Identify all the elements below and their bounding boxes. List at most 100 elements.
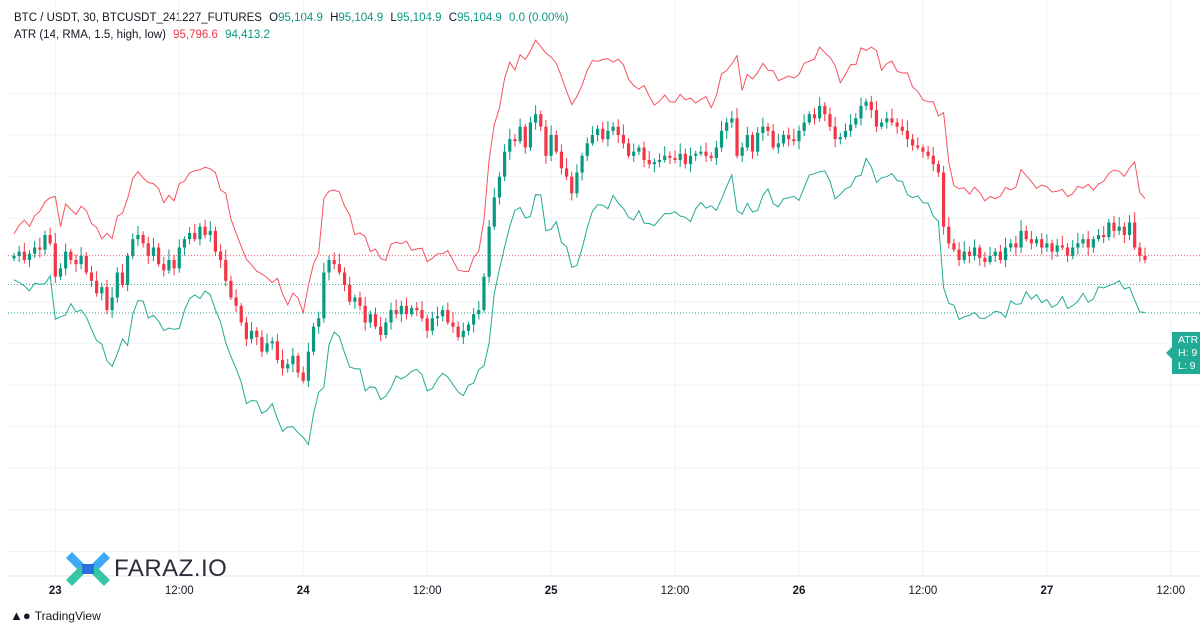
candle-down <box>916 137 920 150</box>
candles <box>12 95 1147 387</box>
candle-down <box>601 122 605 143</box>
candle-body <box>595 128 600 135</box>
candle-down <box>704 142 708 162</box>
candle-down <box>1138 242 1142 262</box>
candle-up <box>27 250 32 268</box>
candle-down <box>244 316 248 347</box>
candle-body <box>1034 239 1039 244</box>
candle-body <box>229 280 233 298</box>
candle-down <box>900 119 904 136</box>
candle-body <box>89 272 94 281</box>
candle-body <box>652 162 656 165</box>
atr-indicator-name[interactable]: ATR (14, RMA, 1.5, high, low) <box>14 29 166 41</box>
candle-up <box>518 118 522 144</box>
candle-body <box>33 247 37 254</box>
candle-down <box>1133 212 1137 250</box>
faraz-logo-text: FARAZ.IO <box>114 555 228 582</box>
candle-down <box>1029 231 1033 250</box>
candle-up <box>761 117 765 141</box>
candle-body <box>84 255 88 273</box>
candle-body <box>1065 247 1070 256</box>
candle-body <box>461 330 465 338</box>
candle-body <box>213 230 218 252</box>
candle-body <box>234 297 238 306</box>
candle-body <box>818 105 822 119</box>
candle-body <box>761 126 765 133</box>
candle-up <box>441 305 445 322</box>
atr-tag-title: ATR <box>1178 334 1199 346</box>
atr-tag-low: L: 9 <box>1178 360 1196 372</box>
candle-up <box>657 153 662 168</box>
candle-body <box>709 155 713 158</box>
candle-body <box>136 235 140 240</box>
candle-body <box>688 155 693 165</box>
candle-up <box>136 226 140 247</box>
tradingview-watermark[interactable]: ▲● TradingView <box>10 608 101 623</box>
candle-body <box>657 160 662 163</box>
candle-body <box>828 114 832 127</box>
atr-legend[interactable]: ATR (14, RMA, 1.5, high, low) 95,796.6 9… <box>14 29 274 41</box>
candle-up <box>182 236 187 256</box>
candle-up <box>1045 234 1049 252</box>
candle-body <box>559 151 564 169</box>
candle-body <box>162 264 166 271</box>
candle-down <box>947 217 951 249</box>
candle-body <box>518 126 522 142</box>
candle-up <box>745 126 749 151</box>
candle-body <box>368 314 372 323</box>
candle-body <box>296 355 300 373</box>
candle-body <box>477 310 481 315</box>
candle-up <box>208 221 212 243</box>
candle-up <box>410 305 414 317</box>
candle-body <box>843 130 848 138</box>
symbol-title[interactable]: BTC / USDT, 30, BTCUSDT_241227_FUTURES <box>14 12 262 24</box>
candle-body <box>916 145 920 148</box>
candle-down <box>415 302 419 317</box>
candle-down <box>952 238 956 253</box>
candle-body <box>208 230 212 235</box>
candle-body <box>198 226 202 240</box>
candle-body <box>849 124 853 131</box>
candle-body <box>776 143 780 148</box>
candle-body <box>1122 226 1126 235</box>
candle-down <box>373 307 378 330</box>
candle-body <box>1060 245 1064 248</box>
candle-down <box>931 146 935 172</box>
candle-body <box>22 251 26 260</box>
candle-body <box>756 132 760 152</box>
candle-up <box>368 310 372 328</box>
time-tick-label: 23 <box>49 585 62 597</box>
candle-down <box>926 145 930 160</box>
candle-body <box>12 255 16 259</box>
candle-up <box>466 321 471 336</box>
candle-down <box>998 245 1002 264</box>
candle-body <box>508 139 512 152</box>
candle-down <box>621 124 625 149</box>
candle-up <box>131 233 135 260</box>
candle-down <box>554 130 558 155</box>
time-tick-label: 25 <box>545 585 558 597</box>
candle-body <box>384 322 388 335</box>
candle-body <box>358 297 362 306</box>
candle-up <box>43 230 47 255</box>
candle-up <box>694 150 698 162</box>
time-axis[interactable]: 23 12:00 24 12:00 25 12:00 26 12:00 27 12:00 <box>49 585 1185 597</box>
candle-body <box>885 118 889 123</box>
atr-price-tag[interactable]: ATR H: 9 L: 9 <box>1172 332 1200 374</box>
candle-body <box>275 341 279 360</box>
candle-up <box>79 246 83 270</box>
candle-down <box>869 95 873 118</box>
candle-body <box>890 118 894 123</box>
candle-down <box>260 330 264 357</box>
candle-up <box>306 342 310 387</box>
candle-body <box>1086 239 1090 248</box>
candle-up <box>1019 220 1023 253</box>
candle-body <box>451 322 455 327</box>
symbol-legend[interactable]: BTC / USDT, 30, BTCUSDT_241227_FUTURES O… <box>14 12 572 24</box>
candle-down <box>983 252 987 268</box>
candle-down <box>74 254 78 273</box>
candle-body <box>1024 230 1028 240</box>
candle-body <box>1133 222 1137 248</box>
candle-down <box>978 244 982 266</box>
